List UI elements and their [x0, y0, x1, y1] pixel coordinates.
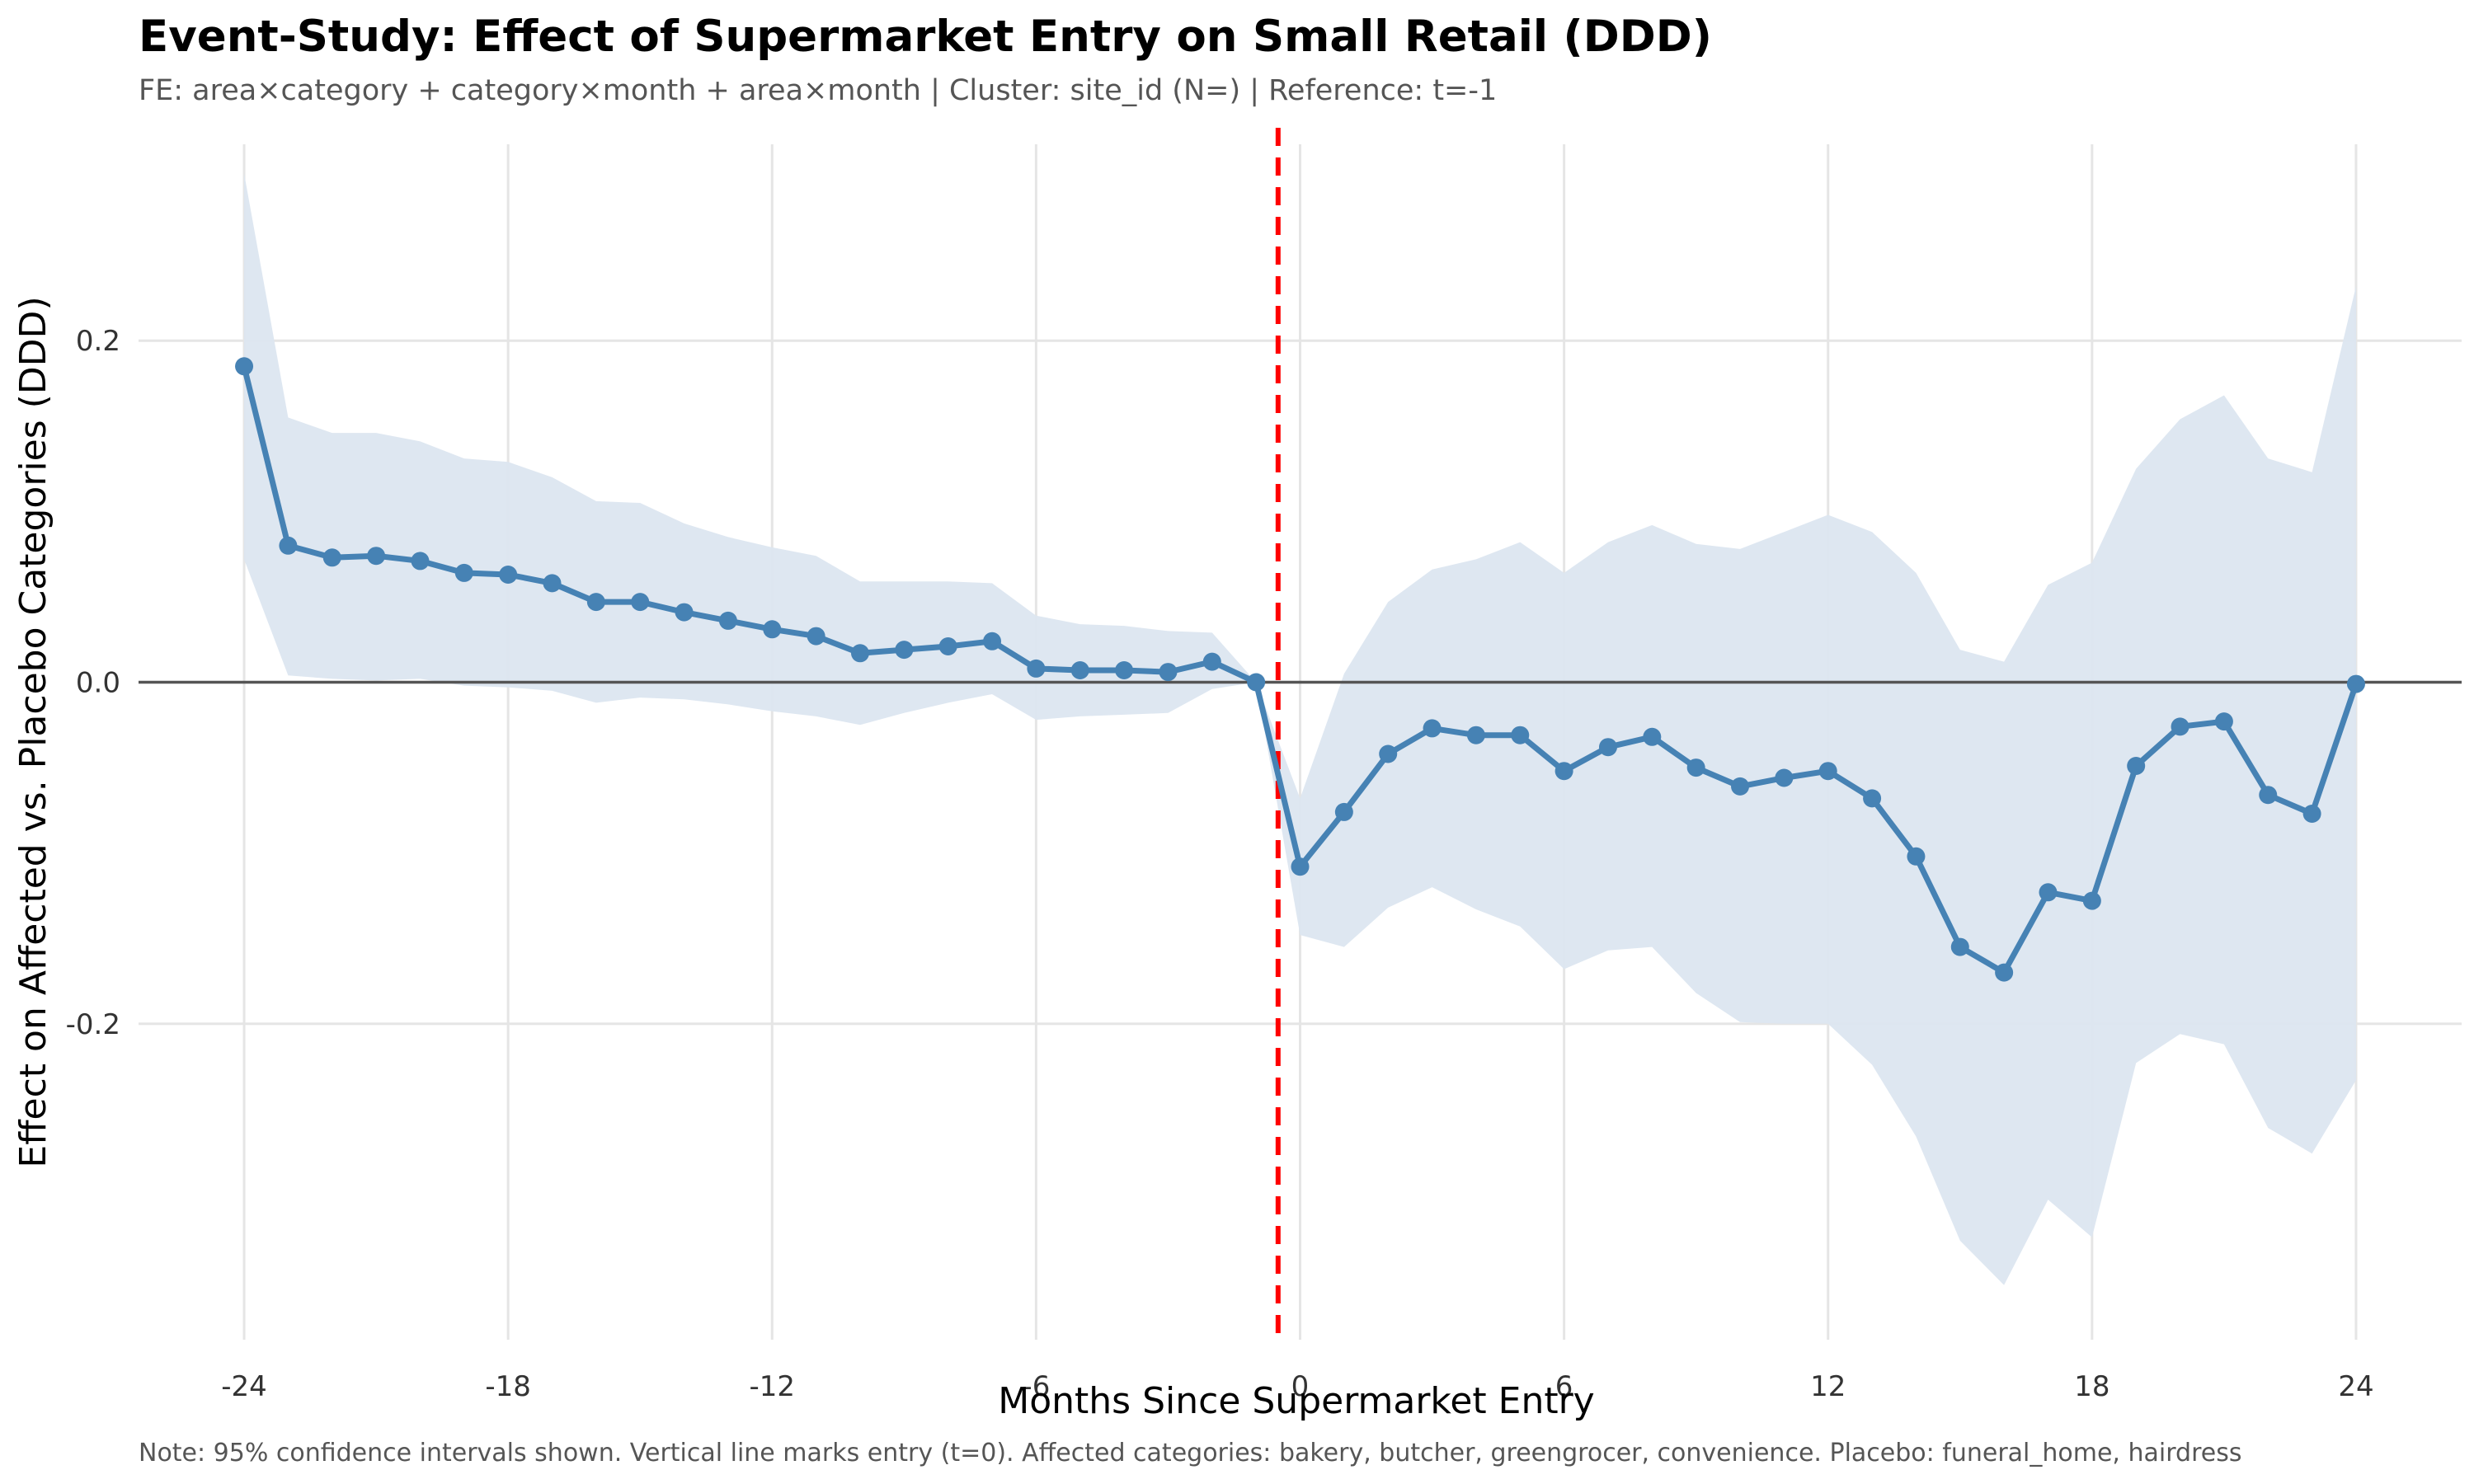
x-tick-label: 0 — [1291, 1370, 1310, 1403]
estimate-point — [543, 574, 562, 593]
estimate-point — [454, 563, 473, 582]
estimate-point — [1247, 673, 1266, 692]
estimate-point — [2259, 786, 2278, 805]
x-tick-label: -18 — [485, 1370, 531, 1403]
chart-title: Event-Study: Effect of Supermarket Entry… — [139, 12, 1712, 62]
estimate-point — [1863, 789, 1882, 808]
estimate-point — [1686, 758, 1705, 777]
estimate-point — [763, 620, 782, 639]
estimate-point — [1423, 719, 1442, 738]
estimate-point — [322, 548, 341, 567]
estimate-point — [2082, 891, 2101, 910]
estimate-point — [499, 566, 518, 584]
estimate-point — [586, 593, 605, 612]
estimate-point — [1291, 857, 1310, 876]
estimate-point — [1511, 726, 1530, 744]
estimate-series-layer — [235, 357, 2365, 982]
estimate-point — [1907, 847, 1926, 866]
estimate-point — [2127, 757, 2146, 775]
estimate-point — [938, 637, 957, 655]
estimate-point — [367, 547, 386, 566]
estimate-point — [1159, 663, 1178, 682]
estimate-point — [1115, 661, 1134, 679]
estimate-point — [1554, 762, 1573, 781]
estimate-point — [631, 593, 650, 612]
chart-caption: Note: 95% confidence intervals shown. Ve… — [139, 1439, 2241, 1468]
estimate-point — [1379, 744, 1398, 763]
estimate-point — [2214, 712, 2233, 731]
estimate-point — [1643, 727, 1662, 746]
estimate-point — [1775, 768, 1794, 787]
estimate-point — [2346, 674, 2365, 693]
x-axis-title: Months Since Supermarket Entry — [998, 1380, 1594, 1422]
y-tick-label: 0.2 — [76, 325, 120, 358]
confidence-band — [244, 173, 2356, 1285]
x-tick-label: 18 — [2074, 1370, 2109, 1403]
estimate-point — [807, 627, 825, 646]
y-tick-label: 0.0 — [76, 667, 120, 700]
estimate-point — [411, 552, 430, 571]
y-tick-label: -0.2 — [66, 1008, 120, 1041]
x-tick-label: -12 — [749, 1370, 795, 1403]
confidence-band-layer — [244, 173, 2356, 1285]
y-axis-title: Effect on Affected vs. Placebo Categorie… — [12, 296, 54, 1167]
estimate-point — [1818, 762, 1837, 781]
estimate-point — [1995, 963, 2014, 982]
estimate-point — [675, 603, 694, 622]
estimate-point — [1466, 726, 1485, 744]
estimate-point — [2039, 883, 2058, 902]
estimate-point — [2171, 717, 2189, 736]
estimate-point — [983, 632, 1002, 650]
x-tick-label: -24 — [221, 1370, 267, 1403]
chart-subtitle: FE: area×category + category×month + are… — [139, 74, 1497, 107]
estimate-point — [2302, 805, 2321, 823]
x-tick-label: 6 — [1555, 1370, 1573, 1403]
estimate-point — [1202, 652, 1221, 671]
estimate-point — [1334, 802, 1353, 821]
estimate-point — [1598, 738, 1617, 757]
estimate-point — [1950, 937, 1969, 956]
estimate-point — [895, 641, 914, 660]
tick-labels: -24 -18 -12 -6 0 6 12 18 24 0.2 0.0 -0.2 — [66, 325, 2374, 1403]
estimate-point — [235, 357, 254, 376]
x-tick-label: 24 — [2338, 1370, 2373, 1403]
x-tick-label: -6 — [1022, 1370, 1050, 1403]
x-tick-label: 12 — [1810, 1370, 1846, 1403]
estimate-point — [1731, 777, 1750, 796]
estimate-point — [1027, 659, 1046, 678]
estimate-point — [279, 536, 298, 555]
estimate-point — [718, 611, 737, 630]
estimate-point — [850, 644, 869, 663]
estimate-point — [1070, 661, 1089, 679]
